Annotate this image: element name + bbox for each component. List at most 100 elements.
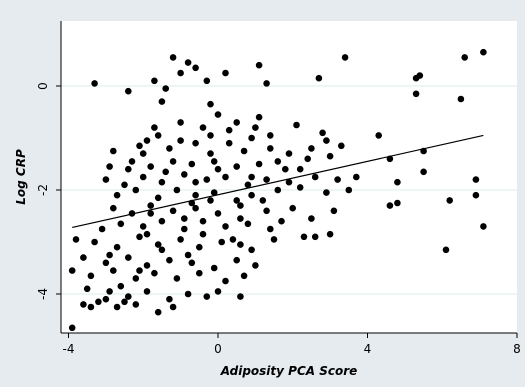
data-points — [68, 48, 487, 332]
data-point — [334, 176, 341, 183]
data-point — [222, 277, 229, 285]
data-point — [222, 69, 229, 77]
data-point — [267, 132, 274, 139]
data-point — [240, 272, 248, 280]
data-point — [177, 119, 184, 126]
data-point — [188, 160, 196, 168]
data-point — [214, 111, 222, 118]
data-point — [162, 85, 169, 92]
data-point — [113, 243, 121, 251]
data-point — [87, 303, 95, 311]
data-point — [222, 223, 229, 230]
data-point — [106, 288, 113, 295]
data-point — [158, 246, 166, 254]
data-point — [132, 186, 140, 194]
data-point — [233, 197, 240, 204]
data-point — [326, 152, 334, 160]
data-point — [102, 295, 110, 303]
data-point — [98, 225, 106, 233]
data-point — [192, 178, 199, 186]
data-point — [267, 145, 274, 152]
data-point — [169, 207, 177, 215]
data-point — [255, 61, 263, 69]
data-point — [480, 223, 487, 230]
data-point — [394, 199, 401, 207]
data-point — [154, 132, 162, 139]
data-point — [214, 165, 222, 173]
data-point — [166, 256, 173, 264]
data-point — [300, 233, 308, 241]
data-point — [222, 173, 229, 181]
data-point — [192, 64, 199, 72]
fit-line-group — [72, 134, 484, 229]
data-point — [147, 202, 154, 209]
data-point — [274, 186, 282, 194]
data-point — [147, 163, 154, 170]
data-point — [110, 147, 117, 155]
data-point — [181, 215, 188, 222]
data-point — [207, 197, 214, 204]
data-point — [151, 124, 158, 131]
data-point — [196, 243, 203, 251]
data-point — [192, 139, 199, 147]
data-point — [143, 230, 151, 238]
data-point — [199, 230, 207, 238]
data-point — [154, 308, 162, 316]
data-point — [263, 80, 270, 87]
data-point — [173, 186, 181, 194]
data-point — [110, 204, 117, 212]
x-tick-label: 4 — [364, 342, 372, 356]
data-point — [237, 241, 244, 248]
data-point — [420, 168, 427, 176]
data-point — [394, 178, 401, 186]
data-point — [270, 236, 278, 243]
data-point — [132, 301, 140, 308]
data-point — [323, 137, 330, 144]
data-point — [319, 129, 326, 137]
data-point — [457, 95, 465, 103]
data-point — [162, 168, 169, 176]
data-point — [184, 251, 192, 259]
data-point — [177, 69, 184, 77]
data-point — [68, 324, 76, 332]
data-point — [225, 126, 233, 134]
data-point — [128, 158, 136, 165]
data-point — [375, 132, 383, 139]
data-point — [169, 303, 177, 311]
data-point — [252, 262, 259, 269]
x-tick-label: -4 — [62, 342, 74, 356]
data-point — [68, 267, 76, 274]
data-point — [154, 241, 162, 248]
data-point — [296, 184, 304, 191]
data-point — [203, 176, 211, 183]
data-point — [416, 72, 424, 79]
data-point — [338, 142, 345, 150]
data-point — [267, 225, 274, 233]
data-point — [207, 100, 214, 108]
data-point — [461, 54, 469, 61]
data-point — [91, 238, 98, 246]
data-point — [233, 119, 240, 126]
data-point — [169, 158, 177, 165]
data-point — [125, 254, 132, 261]
data-point — [341, 54, 349, 61]
data-point — [117, 220, 125, 228]
data-point — [252, 124, 259, 131]
data-point — [169, 54, 177, 61]
data-point — [225, 139, 233, 147]
data-point — [125, 165, 132, 173]
data-point — [248, 191, 255, 199]
data-point — [177, 236, 184, 243]
data-point — [244, 181, 252, 189]
data-point — [446, 197, 454, 204]
data-point — [282, 165, 289, 173]
data-point — [259, 197, 267, 204]
data-point — [196, 269, 203, 277]
data-point — [248, 246, 255, 254]
data-point — [353, 173, 360, 181]
data-point — [308, 215, 315, 222]
data-point — [237, 293, 244, 300]
data-point — [214, 210, 222, 217]
data-point — [210, 189, 218, 196]
y-tick-label: -2 — [36, 184, 50, 196]
